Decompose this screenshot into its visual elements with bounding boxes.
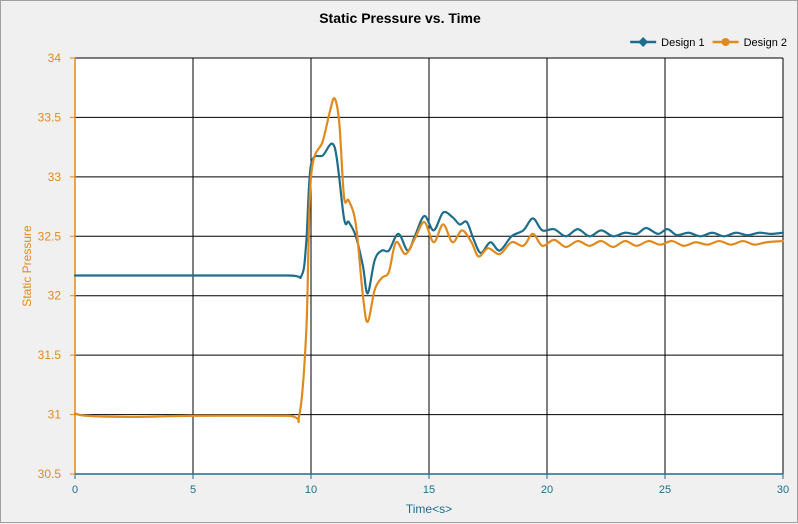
legend-label-2: Design 2	[744, 37, 787, 49]
legend-label-1: Design 1	[661, 37, 704, 49]
series-line-1[interactable]	[73, 142, 785, 295]
x-axis-label: Time<s>	[406, 502, 452, 516]
x-tick-label: 15	[423, 484, 435, 496]
y-tick-label: 34	[48, 51, 62, 65]
y-tick-label: 32	[48, 289, 62, 303]
x-tick-label: 5	[190, 484, 196, 496]
y-tick-label: 33	[48, 170, 62, 184]
legend-marker-circle-icon	[721, 38, 730, 46]
axes: 0 5 10 15 20 25 30 30.5 31 31.5 32 32.5 33 33.5 34	[38, 51, 789, 496]
y-axis-label: Static Pressure	[20, 225, 34, 307]
y-tick-label: 30.5	[38, 467, 62, 481]
y-tick-label: 31	[48, 408, 62, 422]
x-tick-label: 25	[659, 484, 671, 496]
chart-title: Static Pressure vs. Time	[319, 10, 481, 26]
y-tick-label: 33.5	[38, 110, 62, 124]
x-tick-label: 10	[305, 484, 317, 496]
x-tick-label: 30	[777, 484, 789, 496]
x-tick-label: 20	[541, 484, 553, 496]
series-line-2[interactable]	[73, 97, 785, 424]
series-group	[73, 97, 785, 424]
x-tick-label: 0	[72, 484, 78, 496]
legend[interactable]: Design 2 Design 1	[630, 37, 787, 49]
y-tick-label: 32.5	[38, 229, 62, 243]
legend-marker-diamond-icon	[638, 37, 649, 47]
y-tick-label: 31.5	[38, 348, 62, 362]
